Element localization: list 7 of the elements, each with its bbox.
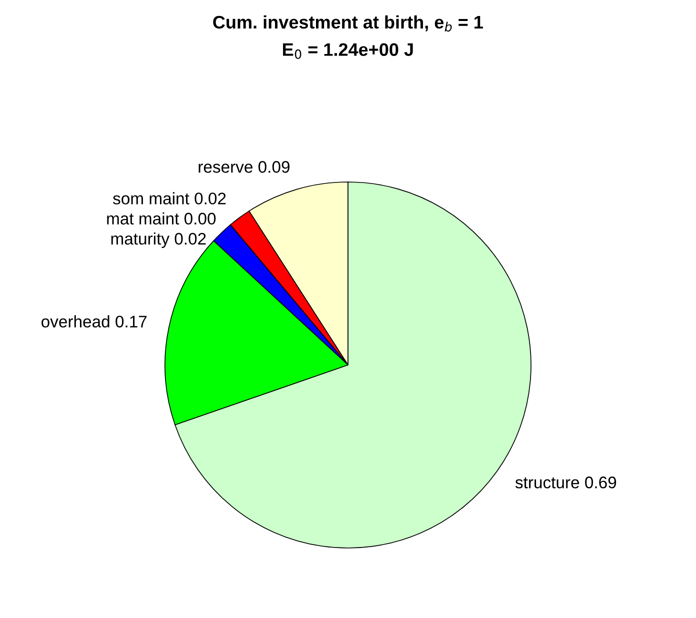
slice-label: som maint 0.02 bbox=[113, 192, 226, 204]
category-label: mat maint 0.00 bbox=[107, 212, 216, 225]
slice-label: structure 0.69 bbox=[515, 476, 616, 488]
slice-label: maturity 0.02 bbox=[111, 232, 206, 248]
slice-label: reserve 0.09 bbox=[198, 161, 290, 173]
chart-title: Cum. investment at birth, e$_{b}$ = 1 E$_{0}$ = 1.24e+00 J bbox=[213, 15, 483, 59]
slice-label: overhead 0.17 bbox=[42, 315, 147, 328]
